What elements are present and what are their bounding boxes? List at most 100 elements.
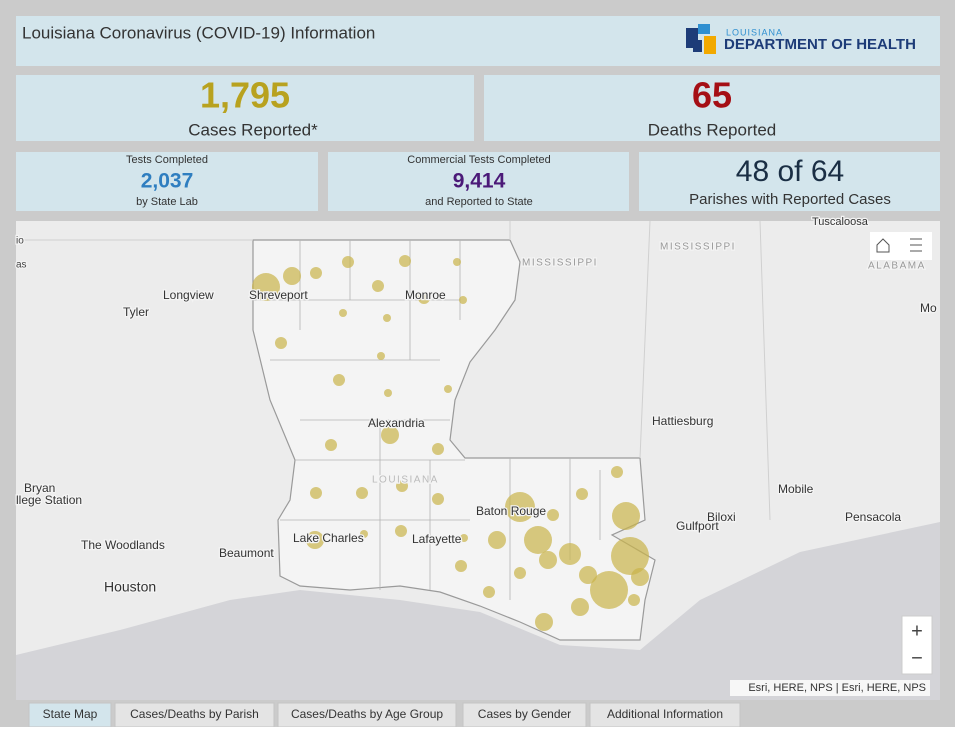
bubble	[524, 526, 552, 554]
title: Louisiana Coronavirus (COVID-19) Informa…	[22, 23, 375, 42]
parish-bubbles	[252, 255, 649, 631]
header	[16, 16, 940, 66]
bubble	[590, 571, 628, 609]
place-label: Biloxi	[707, 510, 736, 524]
place-label: Beaumont	[219, 546, 274, 560]
place-label: Lake Charles	[293, 531, 364, 545]
zoom-controls	[901, 615, 933, 675]
tab-label[interactable]: Cases/Deaths by Parish	[130, 707, 259, 721]
commercial-tests-box	[328, 152, 629, 211]
tab[interactable]	[277, 702, 457, 728]
bubble	[514, 567, 526, 579]
attribution-bg	[730, 680, 930, 696]
place-label: Longview	[163, 288, 214, 302]
parishes-label: Parishes with Reported Cases	[689, 191, 891, 208]
bubble	[377, 352, 385, 360]
map[interactable]: io as Longview Tyler Shreveport Monroe MISSISS…	[15, 215, 940, 700]
zoom-in[interactable]: +	[911, 620, 923, 642]
bubble	[505, 492, 535, 522]
bubble	[356, 487, 368, 499]
bubble	[488, 531, 506, 549]
tab[interactable]	[589, 702, 741, 728]
bubble	[535, 613, 553, 631]
bubble	[483, 586, 495, 598]
deaths-box	[484, 75, 940, 141]
bubble	[631, 568, 649, 586]
bubble	[396, 480, 408, 492]
gulf-water	[16, 522, 940, 700]
cases-value: 1,795	[200, 75, 290, 116]
place-label: Mo	[920, 301, 937, 315]
logo-line1: LOUISIANA	[726, 27, 783, 37]
tabs: State Map Cases/Deaths by Parish Cases/Dea…	[28, 702, 741, 728]
state-tests-title: Tests Completed	[126, 154, 208, 166]
map-tools[interactable]	[870, 232, 932, 260]
cases-box	[16, 75, 474, 141]
place-label: Alexandria	[368, 416, 425, 430]
bubble	[571, 598, 589, 616]
cases-label: Cases Reported*	[188, 120, 318, 139]
bubble	[310, 487, 322, 499]
place-label: Pensacola	[845, 510, 901, 524]
bubble	[432, 493, 444, 505]
zoom-out[interactable]: −	[911, 647, 923, 669]
place-label: llege Station	[16, 493, 82, 507]
state-tests-value: 2,037	[141, 170, 194, 193]
bubble	[418, 292, 430, 304]
place-label: Hattiesburg	[652, 414, 713, 428]
bubble	[539, 551, 557, 569]
legend-button[interactable]	[910, 238, 922, 252]
home-button[interactable]	[876, 238, 890, 253]
bubble	[455, 560, 467, 572]
commercial-tests-title: Commercial Tests Completed	[407, 154, 550, 166]
bubble	[579, 566, 597, 584]
bubble	[444, 385, 452, 393]
tab-label[interactable]: Additional Information	[607, 707, 723, 721]
place-label: MISSISSIPPI	[660, 242, 736, 253]
bubble	[339, 309, 347, 317]
commercial-tests-value: 9,414	[453, 170, 506, 193]
bubble	[283, 267, 301, 285]
place-label: Monroe	[405, 288, 446, 302]
tab[interactable]	[28, 702, 112, 728]
bubble	[325, 439, 337, 451]
bubble	[275, 337, 287, 349]
deaths-value: 65	[692, 75, 732, 116]
bubble	[252, 273, 280, 301]
bubble	[372, 280, 384, 292]
state-tests-note: by State Lab	[136, 196, 198, 208]
place-label: MISSISSIPPI	[522, 258, 598, 269]
deaths-label: Deaths Reported	[648, 120, 777, 139]
tab-label[interactable]: State Map	[43, 707, 98, 721]
place-label: Houston	[104, 579, 156, 595]
place-label: Shreveport	[249, 288, 308, 302]
tab[interactable]	[114, 702, 275, 728]
place-label: as	[16, 260, 27, 271]
parish-lines	[253, 240, 601, 600]
bubble	[384, 389, 392, 397]
bubble	[342, 256, 354, 268]
place-label: Mobile	[778, 482, 814, 496]
bubble	[612, 502, 640, 530]
state-tests-box	[16, 152, 318, 211]
commercial-tests-note: and Reported to State	[425, 196, 533, 208]
bubble	[310, 267, 322, 279]
place-label: Tyler	[123, 305, 149, 319]
bubble	[611, 466, 623, 478]
bubble	[460, 534, 468, 542]
louisiana-outline	[252, 239, 656, 641]
bubble	[576, 488, 588, 500]
logo-line2: DEPARTMENT OF HEALTH	[724, 36, 916, 53]
bubble	[381, 426, 399, 444]
bubble	[628, 594, 640, 606]
bubble	[559, 543, 581, 565]
bubble	[333, 374, 345, 386]
bubble	[459, 296, 467, 304]
bubble	[383, 314, 391, 322]
tab-label[interactable]: Cases by Gender	[478, 707, 571, 721]
place-label: Tuscaloosa	[812, 216, 869, 228]
bubble	[611, 537, 649, 575]
tab-label[interactable]: Cases/Deaths by Age Group	[291, 707, 443, 721]
parishes-box	[639, 152, 940, 211]
parishes-value: 48 of 64	[736, 155, 844, 188]
